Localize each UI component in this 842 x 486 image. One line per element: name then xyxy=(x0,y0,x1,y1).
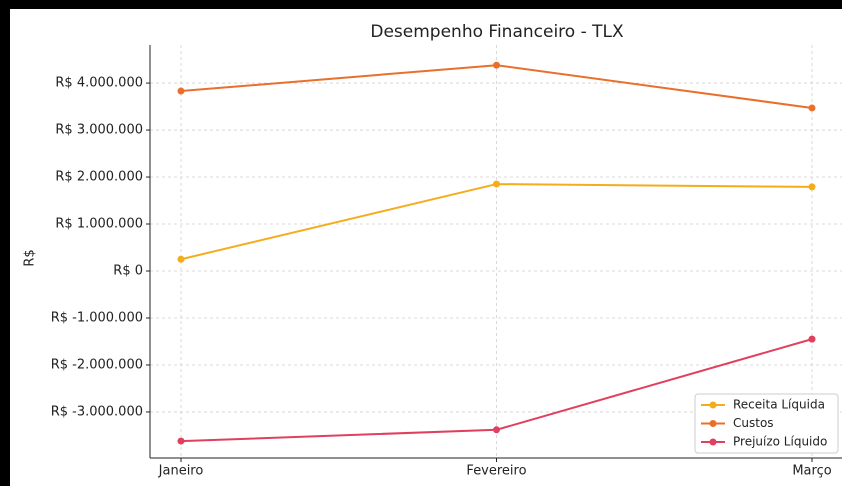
point xyxy=(177,437,185,445)
y-tick-label: R$ 1.000.000 xyxy=(55,217,143,232)
chart-title: Desempenho Financeiro - TLX xyxy=(370,22,624,42)
point xyxy=(808,335,816,343)
y-tick-label: R$ 4.000.000 xyxy=(55,76,143,91)
point xyxy=(493,61,500,69)
y-tick-label: R$ -2.000.000 xyxy=(51,357,143,372)
legend-marker xyxy=(709,438,717,446)
legend-label: Prejuízo Líquido xyxy=(733,435,827,449)
x-tick-label: Março xyxy=(792,464,831,479)
legend-label: Receita Líquida xyxy=(733,398,825,412)
point xyxy=(177,255,185,263)
y-tick-label: R$ 3.000.000 xyxy=(55,123,143,138)
point xyxy=(808,183,816,191)
frame-left xyxy=(0,0,10,486)
y-axis-label: R$ xyxy=(23,249,38,266)
legend-label: Custos xyxy=(733,416,774,430)
point xyxy=(177,87,185,95)
x-tick-label: Fevereiro xyxy=(466,464,526,479)
point xyxy=(493,180,500,188)
legend-marker xyxy=(709,420,717,427)
y-tick-label: R$ -1.000.000 xyxy=(51,310,143,325)
point xyxy=(808,104,816,112)
legend-box xyxy=(694,393,839,454)
legend-marker xyxy=(709,401,717,409)
y-tick-label: R$ 0 xyxy=(113,263,143,278)
y-tick-label: R$ 2.000.000 xyxy=(55,170,143,185)
y-tick-label: R$ -3.000.000 xyxy=(51,404,143,419)
x-tick-label: Janeiro xyxy=(158,464,204,479)
point xyxy=(493,426,500,434)
frame-top xyxy=(0,0,842,9)
